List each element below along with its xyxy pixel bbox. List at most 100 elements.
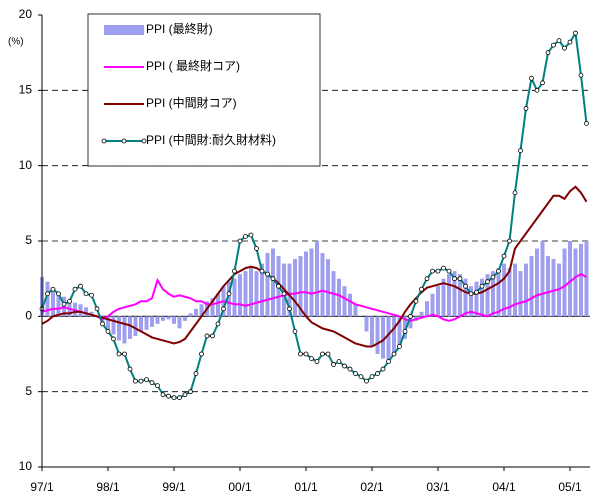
marker <box>116 351 122 357</box>
x-tick-label: 02/1 <box>360 480 384 494</box>
bar <box>485 274 490 317</box>
marker <box>314 359 320 364</box>
marker <box>556 38 562 44</box>
bar <box>348 293 352 317</box>
marker <box>111 336 116 342</box>
marker <box>83 291 89 297</box>
marker <box>226 291 232 297</box>
marker <box>424 276 430 282</box>
bar <box>529 256 534 317</box>
bar <box>469 286 473 317</box>
bar <box>513 263 517 317</box>
bar <box>139 316 143 332</box>
bar <box>425 301 429 317</box>
bar <box>584 241 589 317</box>
marker <box>78 283 83 289</box>
marker <box>534 87 540 93</box>
marker <box>193 371 199 376</box>
bar <box>436 286 440 317</box>
marker <box>529 75 534 81</box>
bar <box>408 316 413 329</box>
legend-label: PPI (中間財:耐久財材料) <box>146 132 276 147</box>
bar <box>507 268 512 317</box>
x-tick-label: 99/1 <box>162 480 186 494</box>
bar <box>260 263 264 317</box>
bar <box>155 316 160 324</box>
bar <box>287 263 292 317</box>
marker <box>545 50 551 56</box>
bar <box>524 263 528 317</box>
marker <box>298 351 303 357</box>
marker <box>122 351 127 357</box>
x-tick-label: 00/1 <box>228 480 252 494</box>
marker <box>364 378 369 384</box>
marker <box>105 328 111 334</box>
bar <box>227 281 231 317</box>
marker <box>259 268 265 274</box>
marker <box>573 30 578 36</box>
marker <box>391 351 397 357</box>
marker <box>210 333 215 339</box>
bar <box>161 316 165 321</box>
bar <box>540 241 545 317</box>
marker <box>446 268 452 274</box>
x-tick-label: 04/1 <box>492 480 516 494</box>
bar <box>551 259 556 317</box>
bar <box>210 298 215 317</box>
bar <box>293 259 297 317</box>
marker <box>232 268 237 274</box>
bar <box>397 316 402 347</box>
bar <box>458 274 462 317</box>
legend-marker <box>101 138 107 144</box>
marker <box>452 276 457 282</box>
marker <box>397 344 402 349</box>
marker <box>331 362 336 367</box>
bar <box>249 266 253 317</box>
bar <box>463 278 468 317</box>
marker <box>199 351 204 357</box>
marker <box>468 291 474 297</box>
marker <box>353 371 358 376</box>
bar <box>177 316 182 329</box>
marker <box>501 253 507 259</box>
bar <box>166 316 171 320</box>
marker <box>435 268 441 274</box>
bar <box>304 251 308 317</box>
marker <box>61 301 67 307</box>
bar <box>491 271 495 317</box>
marker <box>430 268 435 274</box>
marker <box>149 380 155 386</box>
bar <box>298 256 303 317</box>
marker <box>265 271 270 277</box>
bar <box>128 316 132 339</box>
marker <box>166 393 171 399</box>
bar <box>315 241 319 317</box>
legend-label: PPI (中間財コア) <box>146 95 237 110</box>
marker <box>303 351 309 357</box>
marker <box>474 289 479 295</box>
bar <box>518 271 523 317</box>
marker <box>419 286 424 292</box>
marker <box>512 190 518 196</box>
marker <box>380 366 386 372</box>
marker <box>490 274 496 280</box>
marker <box>507 238 512 244</box>
bar <box>419 311 424 317</box>
marker <box>292 328 298 334</box>
bar <box>117 316 121 341</box>
marker <box>567 39 573 45</box>
bar <box>403 316 407 339</box>
marker <box>144 377 149 383</box>
marker <box>248 232 254 238</box>
bar <box>546 256 550 317</box>
marker <box>89 292 94 298</box>
bar <box>562 248 567 317</box>
legend-marker <box>141 138 147 144</box>
marker <box>342 363 347 369</box>
line <box>41 273 587 322</box>
bar <box>122 316 127 344</box>
marker <box>138 378 144 384</box>
marker <box>496 268 501 274</box>
bar <box>254 271 259 317</box>
